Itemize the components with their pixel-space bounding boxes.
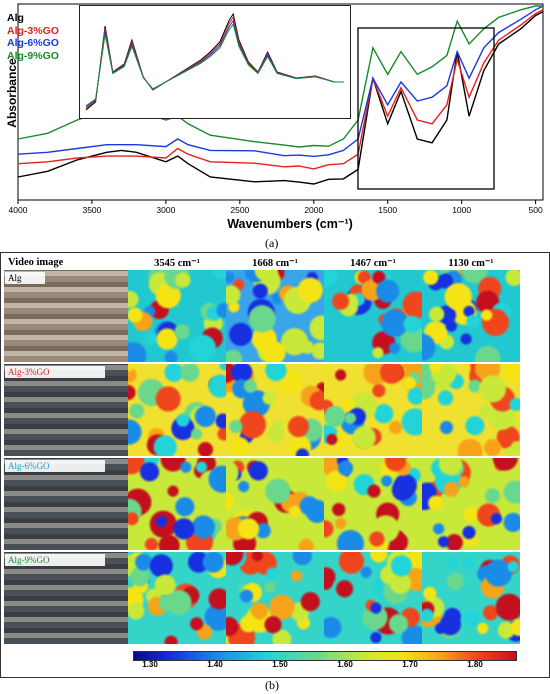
col-header-1668: 1668 cm⁻¹	[252, 258, 298, 269]
col-header-3545: 3545 cm⁻¹	[154, 258, 200, 269]
x-tick-label: 1500	[378, 205, 397, 215]
x-tick-label: 2000	[304, 205, 323, 215]
chem-map-r0-c0	[128, 270, 226, 362]
x-tick-label: 2500	[230, 205, 249, 215]
inset-spectrum	[79, 5, 351, 119]
x-tick-label: 3000	[156, 205, 175, 215]
zoom-region-box	[357, 27, 495, 190]
inset-chart	[85, 12, 344, 111]
col-header-1467: 1467 cm⁻¹	[350, 258, 396, 269]
colorbar	[133, 651, 517, 661]
video-image-1	[4, 364, 130, 456]
colorbar-tick-label: 1.50	[272, 660, 288, 669]
row-label-3: Alg-9%GO	[5, 554, 105, 566]
chem-map-r3-c0	[128, 552, 226, 644]
video-image-3	[4, 552, 130, 644]
video-image-0	[4, 270, 130, 362]
x-tick-label: 4000	[9, 205, 28, 215]
series-line-alg	[17, 11, 544, 185]
col-header-video: Video image	[8, 257, 64, 268]
chem-map-r1-c2	[324, 364, 422, 456]
chem-map-r1-c1	[226, 364, 324, 456]
chem-map-r0-c1	[226, 270, 324, 362]
video-image-2	[4, 458, 130, 550]
colorbar-tick-label: 1.70	[402, 660, 418, 669]
colorbar-tick-label: 1.80	[467, 660, 483, 669]
legend-item-alg-3go: Alg-3%GO	[7, 24, 59, 37]
series-line-alg-3-go	[17, 9, 544, 170]
x-tick-label: 500	[529, 205, 543, 215]
figure-b-label: (b)	[265, 678, 279, 692]
x-tick-label: 3500	[82, 205, 101, 215]
legend-item-alg: Alg	[7, 12, 24, 24]
chem-map-r3-c3	[422, 552, 520, 644]
row-label-0: Alg	[5, 272, 45, 284]
chem-map-r0-c2	[324, 270, 422, 362]
chem-map-r3-c1	[226, 552, 324, 644]
legend: Alg Alg-3%GO Alg-6%GO Alg-9%GO	[7, 12, 59, 62]
chem-map-r2-c1	[226, 458, 324, 550]
row-label-2: Alg-6%GO	[5, 460, 105, 472]
y-axis-label: Absorbance	[5, 58, 19, 128]
figure-a-label: (a)	[265, 236, 279, 250]
legend-item-alg-9go: Alg-9%GO	[7, 49, 59, 62]
chem-map-r3-c2	[324, 552, 422, 644]
chem-map-r2-c3	[422, 458, 520, 550]
colorbar-tick-label: 1.30	[142, 660, 158, 669]
x-axis-label: Wavenumbers (cm⁻¹)	[227, 217, 353, 231]
chem-map-r1-c0	[128, 364, 226, 456]
x-tick-label: 1000	[452, 205, 471, 215]
inset-line-alg-9-go	[85, 23, 344, 107]
chem-map-r0-c3	[422, 270, 520, 362]
col-header-1130: 1130 cm⁻¹	[448, 258, 494, 269]
series-line-alg-6-go	[17, 5, 544, 158]
chem-map-r1-c3	[422, 364, 520, 456]
colorbar-tick-label: 1.60	[337, 660, 353, 669]
colorbar-tick-label: 1.40	[207, 660, 223, 669]
row-label-1: Alg-3%GO	[5, 366, 105, 378]
legend-item-alg-6go: Alg-6%GO	[7, 37, 59, 49]
chem-map-r2-c0	[128, 458, 226, 550]
chem-map-r2-c2	[324, 458, 422, 550]
